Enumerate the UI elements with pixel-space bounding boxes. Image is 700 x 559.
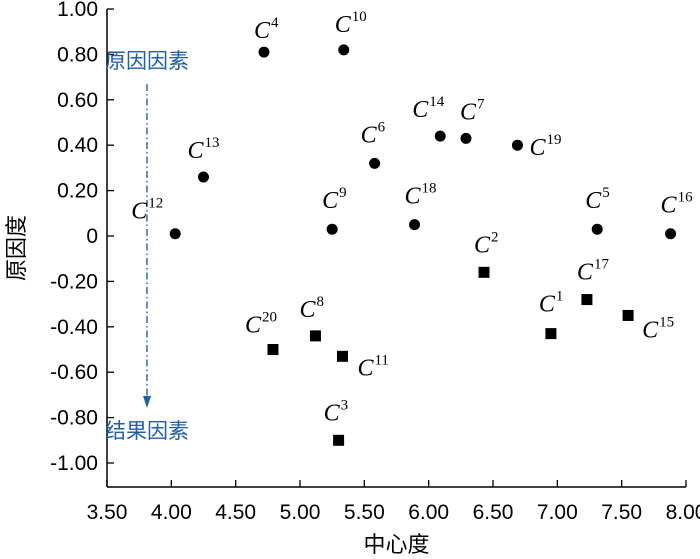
point-label-c12: C12 (131, 196, 163, 225)
x-tick-label: 5.00 (280, 501, 321, 524)
tick-marks (106, 8, 687, 487)
point-c8 (309, 330, 321, 342)
point-label-c8: C8 (299, 294, 324, 323)
point-c15 (622, 309, 634, 321)
y-tick-label: -0.60 (50, 361, 98, 384)
x-tick-label: 4.50 (215, 501, 256, 524)
x-tick-label: 3.50 (87, 501, 128, 524)
point-label-c1: C1 (539, 289, 564, 318)
point-c9 (326, 223, 338, 235)
x-tick-label: 7.00 (537, 501, 578, 524)
point-label-c16: C16 (661, 190, 694, 219)
x-axis-title: 中心度 (363, 533, 429, 558)
x-tick-label: 6.50 (473, 501, 514, 524)
point-label-c10: C10 (335, 9, 367, 38)
point-label-c5: C5 (585, 185, 610, 214)
point-label-c2: C2 (474, 229, 499, 258)
point-label-c9: C9 (322, 185, 347, 214)
effect-factor-label: 结果因素 (105, 419, 189, 443)
y-tick-label: 0.80 (57, 43, 98, 66)
point-c7 (460, 132, 472, 144)
y-tick-label: 0 (86, 225, 98, 248)
y-tick-label: 0.20 (57, 180, 98, 203)
point-label-c17: C17 (577, 257, 610, 286)
point-c13 (198, 171, 209, 183)
annotations: 原因因素 结果因素 (105, 49, 189, 443)
point-label-c15: C15 (642, 314, 674, 343)
x-tick-label: 8.00 (666, 501, 700, 524)
point-c14 (434, 130, 446, 142)
point-c5 (591, 223, 603, 235)
point-c16 (665, 228, 677, 240)
point-c3 (333, 434, 345, 446)
y-tick-label: 0.60 (57, 89, 98, 112)
axes (106, 9, 686, 488)
y-tick-label: 1.00 (57, 0, 98, 21)
point-label-c20: C20 (245, 310, 277, 339)
point-c17 (581, 294, 593, 306)
tick-labels: 3.50 4.00 4.50 5.00 5.50 6.00 6.50 7.00 7.50 8.00… (50, 0, 700, 524)
y-tick-label: -0.80 (50, 407, 98, 430)
point-c1 (545, 328, 557, 340)
point-label-c6: C6 (361, 119, 386, 148)
y-tick-label: -0.40 (50, 316, 98, 339)
point-label-c18: C18 (405, 181, 437, 210)
y-tick-label: -1.00 (50, 452, 98, 475)
point-c20 (267, 344, 279, 355)
point-label-c7: C7 (460, 96, 485, 125)
data-points (169, 44, 677, 446)
point-label-c19: C19 (529, 132, 561, 161)
point-c2 (478, 266, 490, 278)
x-tick-label: 6.00 (408, 501, 449, 524)
x-tick-label: 7.50 (601, 501, 642, 524)
point-label-c14: C14 (412, 94, 445, 123)
point-labels: C4 C10 C14 C7 C19 C6 C13 C12 C9 C18 C5 C16 C2 C17 C15 C… (131, 9, 693, 426)
point-label-c11: C11 (357, 352, 388, 381)
point-c6 (369, 157, 381, 169)
y-tick-label: 0.40 (57, 134, 98, 157)
point-label-c3: C3 (324, 397, 349, 426)
point-c4 (258, 46, 270, 58)
cause-factor-label: 原因因素 (105, 49, 189, 73)
y-tick-label: -0.20 (50, 270, 98, 293)
point-label-c13: C13 (188, 135, 220, 164)
arrow-head (143, 396, 151, 408)
y-axis-title: 原因度 (5, 215, 30, 281)
point-c18 (409, 219, 421, 231)
x-tick-label: 4.00 (151, 501, 192, 524)
x-tick-label: 5.50 (344, 501, 385, 524)
point-c10 (338, 44, 350, 56)
point-c11 (336, 350, 348, 362)
point-c12 (169, 228, 181, 240)
point-c19 (511, 139, 523, 151)
point-label-c4: C4 (254, 15, 279, 44)
